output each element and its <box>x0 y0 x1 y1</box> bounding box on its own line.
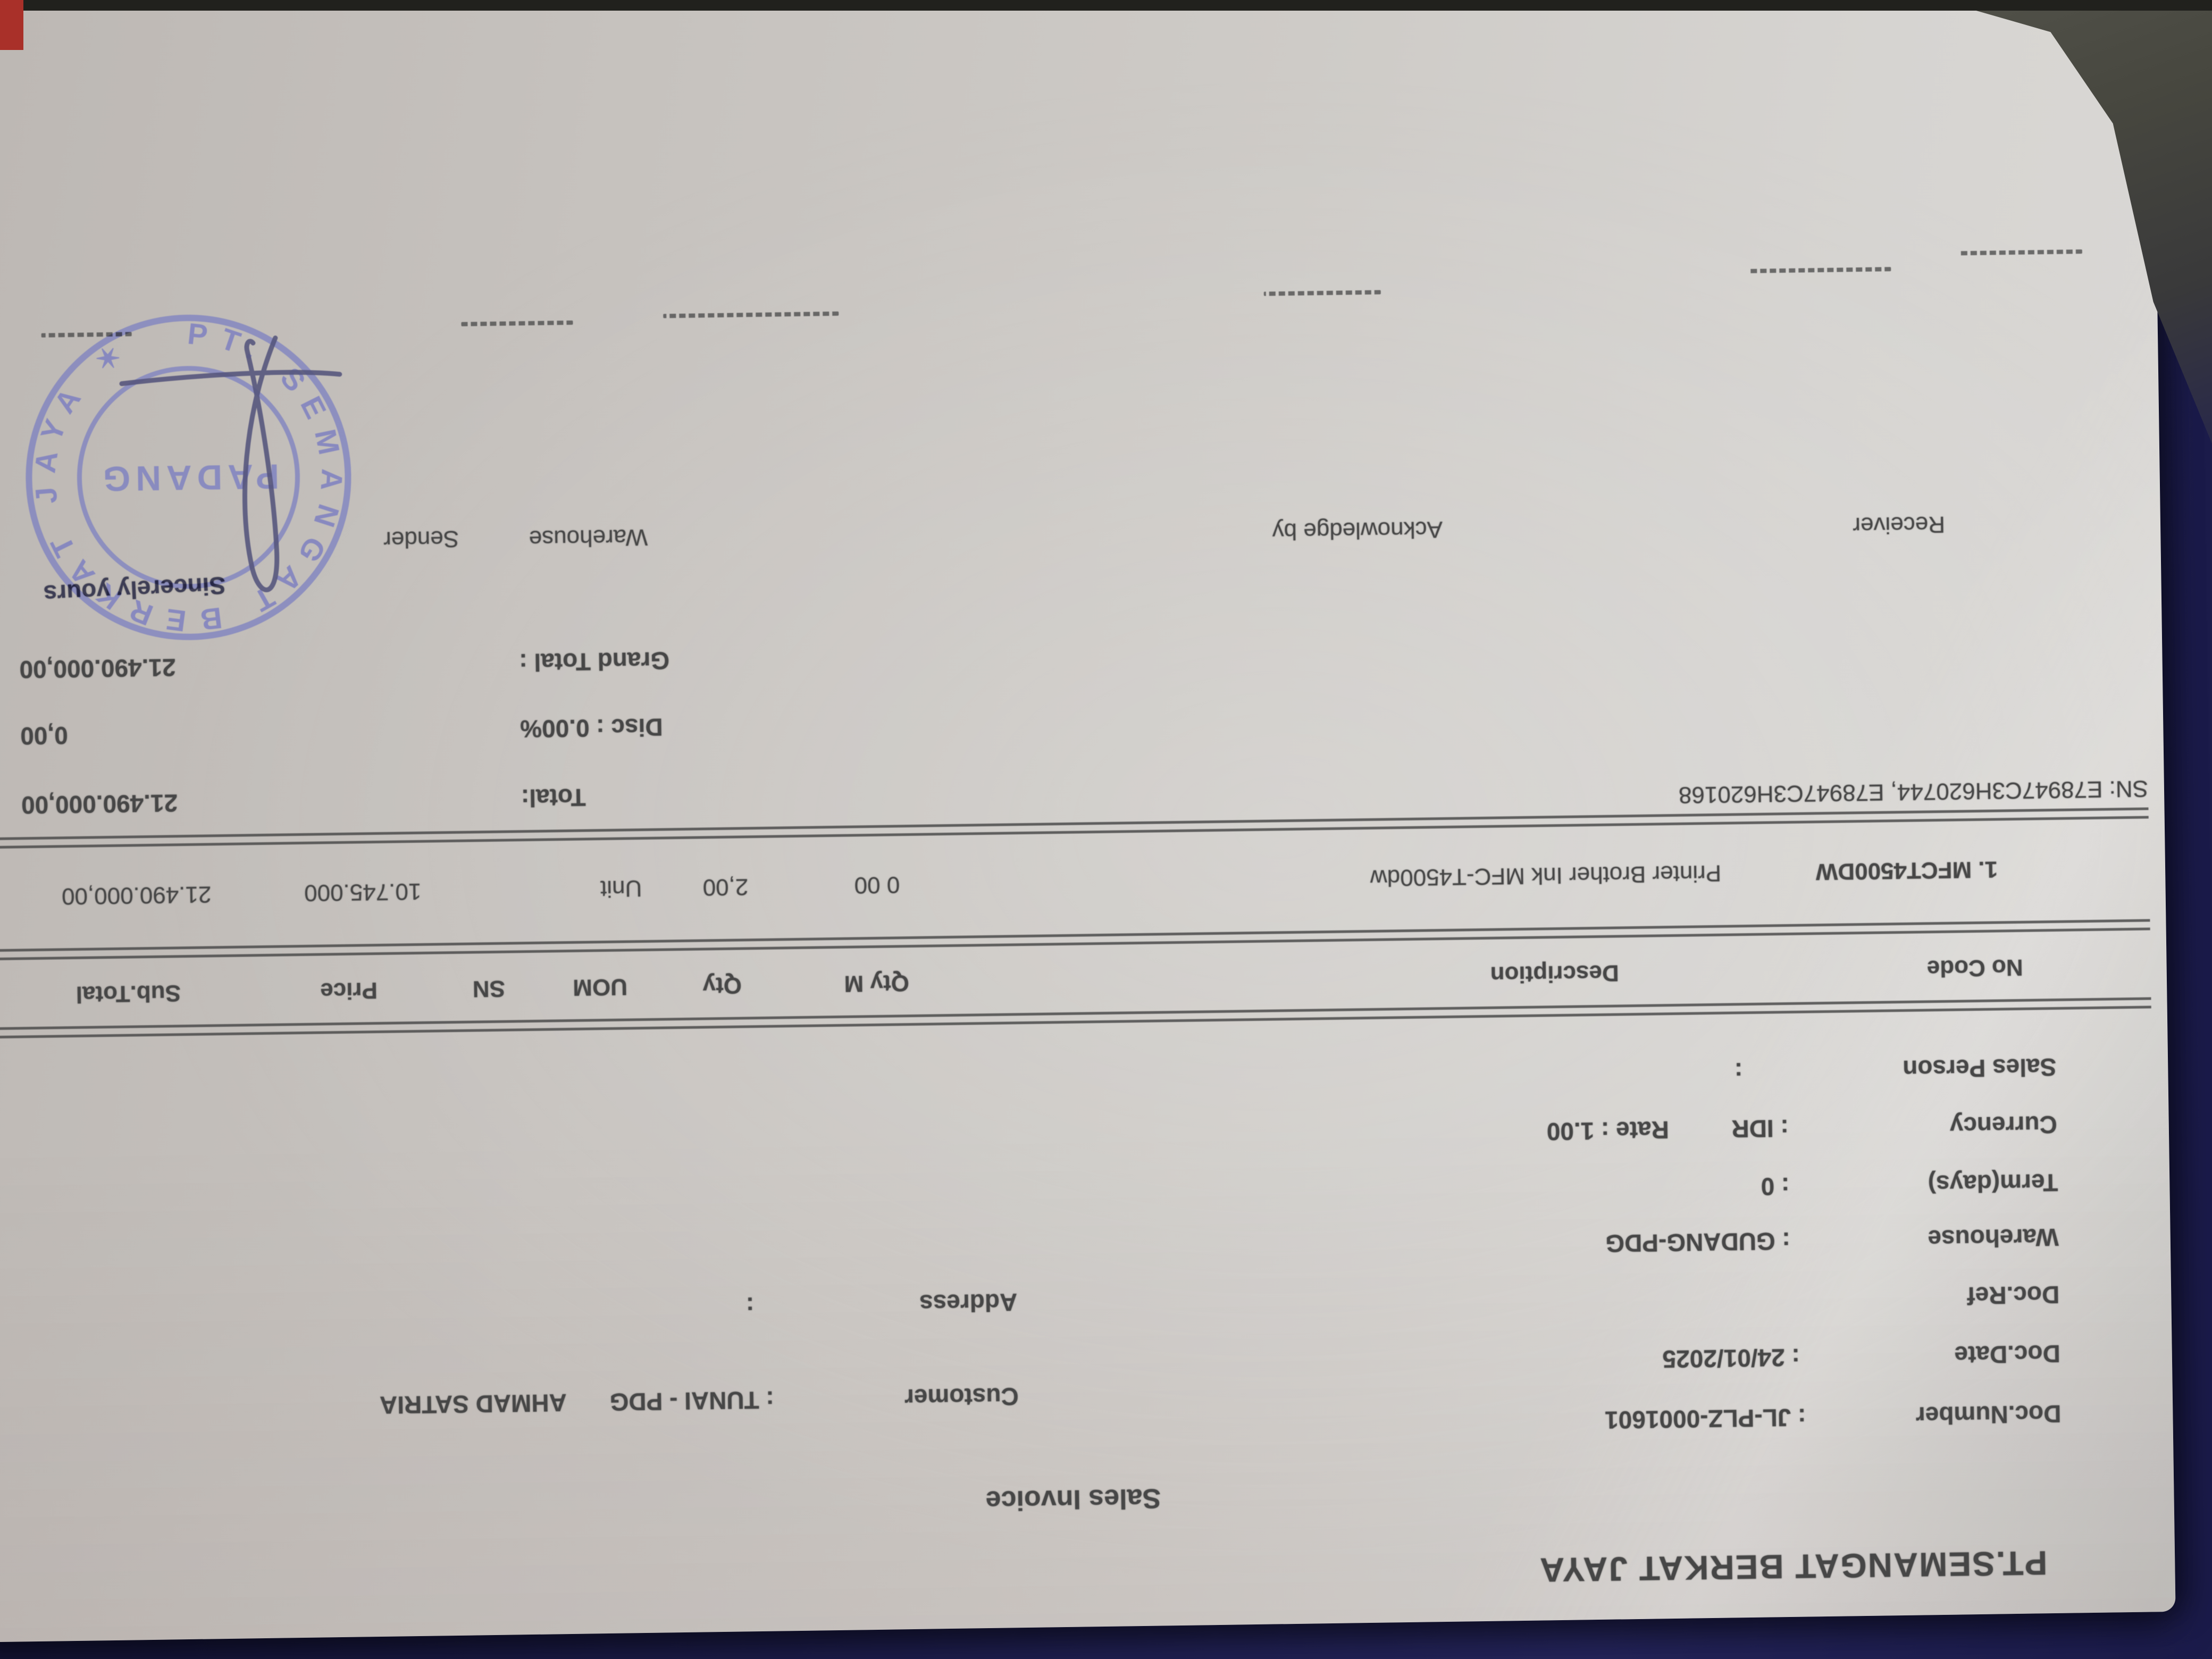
cell-description: Printer Brother Ink MFC-T4500dw <box>1370 860 1722 891</box>
company-name: PT.SEMANGAT BERKAT JAYA <box>1538 1544 2048 1589</box>
address-value: : <box>745 1292 755 1320</box>
customer-value: : TUNAI - PDG <box>609 1386 775 1416</box>
warehouse-label: Warehouse <box>1928 1223 2059 1253</box>
total-value: 21.490.000,00 <box>21 789 178 819</box>
doc-number-label: Doc.Number <box>1915 1400 2062 1430</box>
term-days-value: : 0 <box>1761 1172 1790 1201</box>
col-header-subtotal: Sub.Total <box>76 980 181 1008</box>
warehouse-value: : GUDANG-PDG <box>1605 1227 1791 1258</box>
doc-ref-label: Doc.Ref <box>1967 1280 2060 1310</box>
doc-date-value: : 24/01/2025 <box>1662 1343 1800 1373</box>
col-header-sn: SN <box>472 975 506 1002</box>
signature-label-acknowledge-by: Acknowledge by <box>1272 516 1443 545</box>
cell-qty: 2,00 <box>702 874 749 901</box>
cell-uom: Unit <box>600 875 642 902</box>
grand-total-value: 21.490.000,00 <box>19 653 176 684</box>
grand-total-label: Grand Total : <box>518 647 670 677</box>
customer-label: Customer <box>904 1382 1019 1412</box>
table-header-rule <box>0 919 2150 961</box>
invoice-sheet: PT.SEMANGAT BERKAT JAYA Sales Invoice Do… <box>0 249 2176 1643</box>
invoice-paper: PT.SEMANGAT BERKAT JAYA Sales Invoice Do… <box>0 0 2176 1643</box>
signature-label-sender: Sender <box>383 525 459 553</box>
address-label: Address <box>919 1288 1018 1318</box>
red-object-sliver <box>0 0 23 50</box>
cell-no-code: 1. MFCT4500DW <box>1815 856 1998 885</box>
signature-line <box>1263 290 1381 296</box>
cell-qty-m: 0 00 <box>854 872 900 899</box>
col-header-uom: UOM <box>572 974 628 1001</box>
discount-value: 0,00 <box>20 722 69 750</box>
company-stamp: PT. SEMANGAT BERKAT JAYA ✶ PADANG <box>6 299 370 655</box>
serial-numbers-line: SN: E78947C3H620744, E78947C3H620168 <box>1678 775 2149 808</box>
col-header-price: Price <box>320 977 378 1004</box>
doc-number-value: : JL-PLZ-0001601 <box>1604 1403 1806 1434</box>
col-header-qty: Qty <box>702 972 742 999</box>
total-label: Total: <box>521 783 586 812</box>
col-header-qty-m: Qty M <box>844 970 910 997</box>
table-row: 1. MFCT4500DW Printer Brother Ink MFC-T4… <box>0 856 2176 1643</box>
signature-line <box>1959 249 2082 256</box>
photo-top-edge <box>0 0 2212 11</box>
signature-label-warehouse: Warehouse <box>529 524 648 552</box>
signature-line <box>461 320 573 326</box>
cell-price: 10.745.000 <box>304 878 422 906</box>
sales-person-value: : <box>1734 1058 1743 1086</box>
handwritten-signature <box>119 336 342 592</box>
stamp-seal-icon: PT. SEMANGAT BERKAT JAYA ✶ PADANG <box>26 314 351 640</box>
doc-date-label: Doc.Date <box>1954 1339 2061 1369</box>
col-header-no-code: No Code <box>1926 954 2023 982</box>
rate-value: Rate : 1.00 <box>1546 1116 1670 1146</box>
discount-label: Disc : 0.00% <box>520 713 663 743</box>
col-header-description: Description <box>1490 960 1620 988</box>
document-title: Sales Invoice <box>985 1482 1161 1516</box>
currency-label: Currency <box>1949 1110 2058 1140</box>
stamp-center-text: PADANG <box>97 457 279 499</box>
currency-value: : IDR <box>1731 1114 1789 1143</box>
signature-line <box>1747 267 1891 273</box>
term-days-label: Term(days) <box>1928 1168 2058 1199</box>
signature-line <box>663 311 839 319</box>
customer-name: AHMAD SATRIA <box>379 1389 567 1419</box>
signature-label-receiver: Receiver <box>1853 511 1946 539</box>
table-bottom-rule <box>0 807 2149 849</box>
sales-person-label: Sales Person <box>1902 1053 2057 1083</box>
cell-subtotal: 21.490.000,00 <box>61 881 212 910</box>
